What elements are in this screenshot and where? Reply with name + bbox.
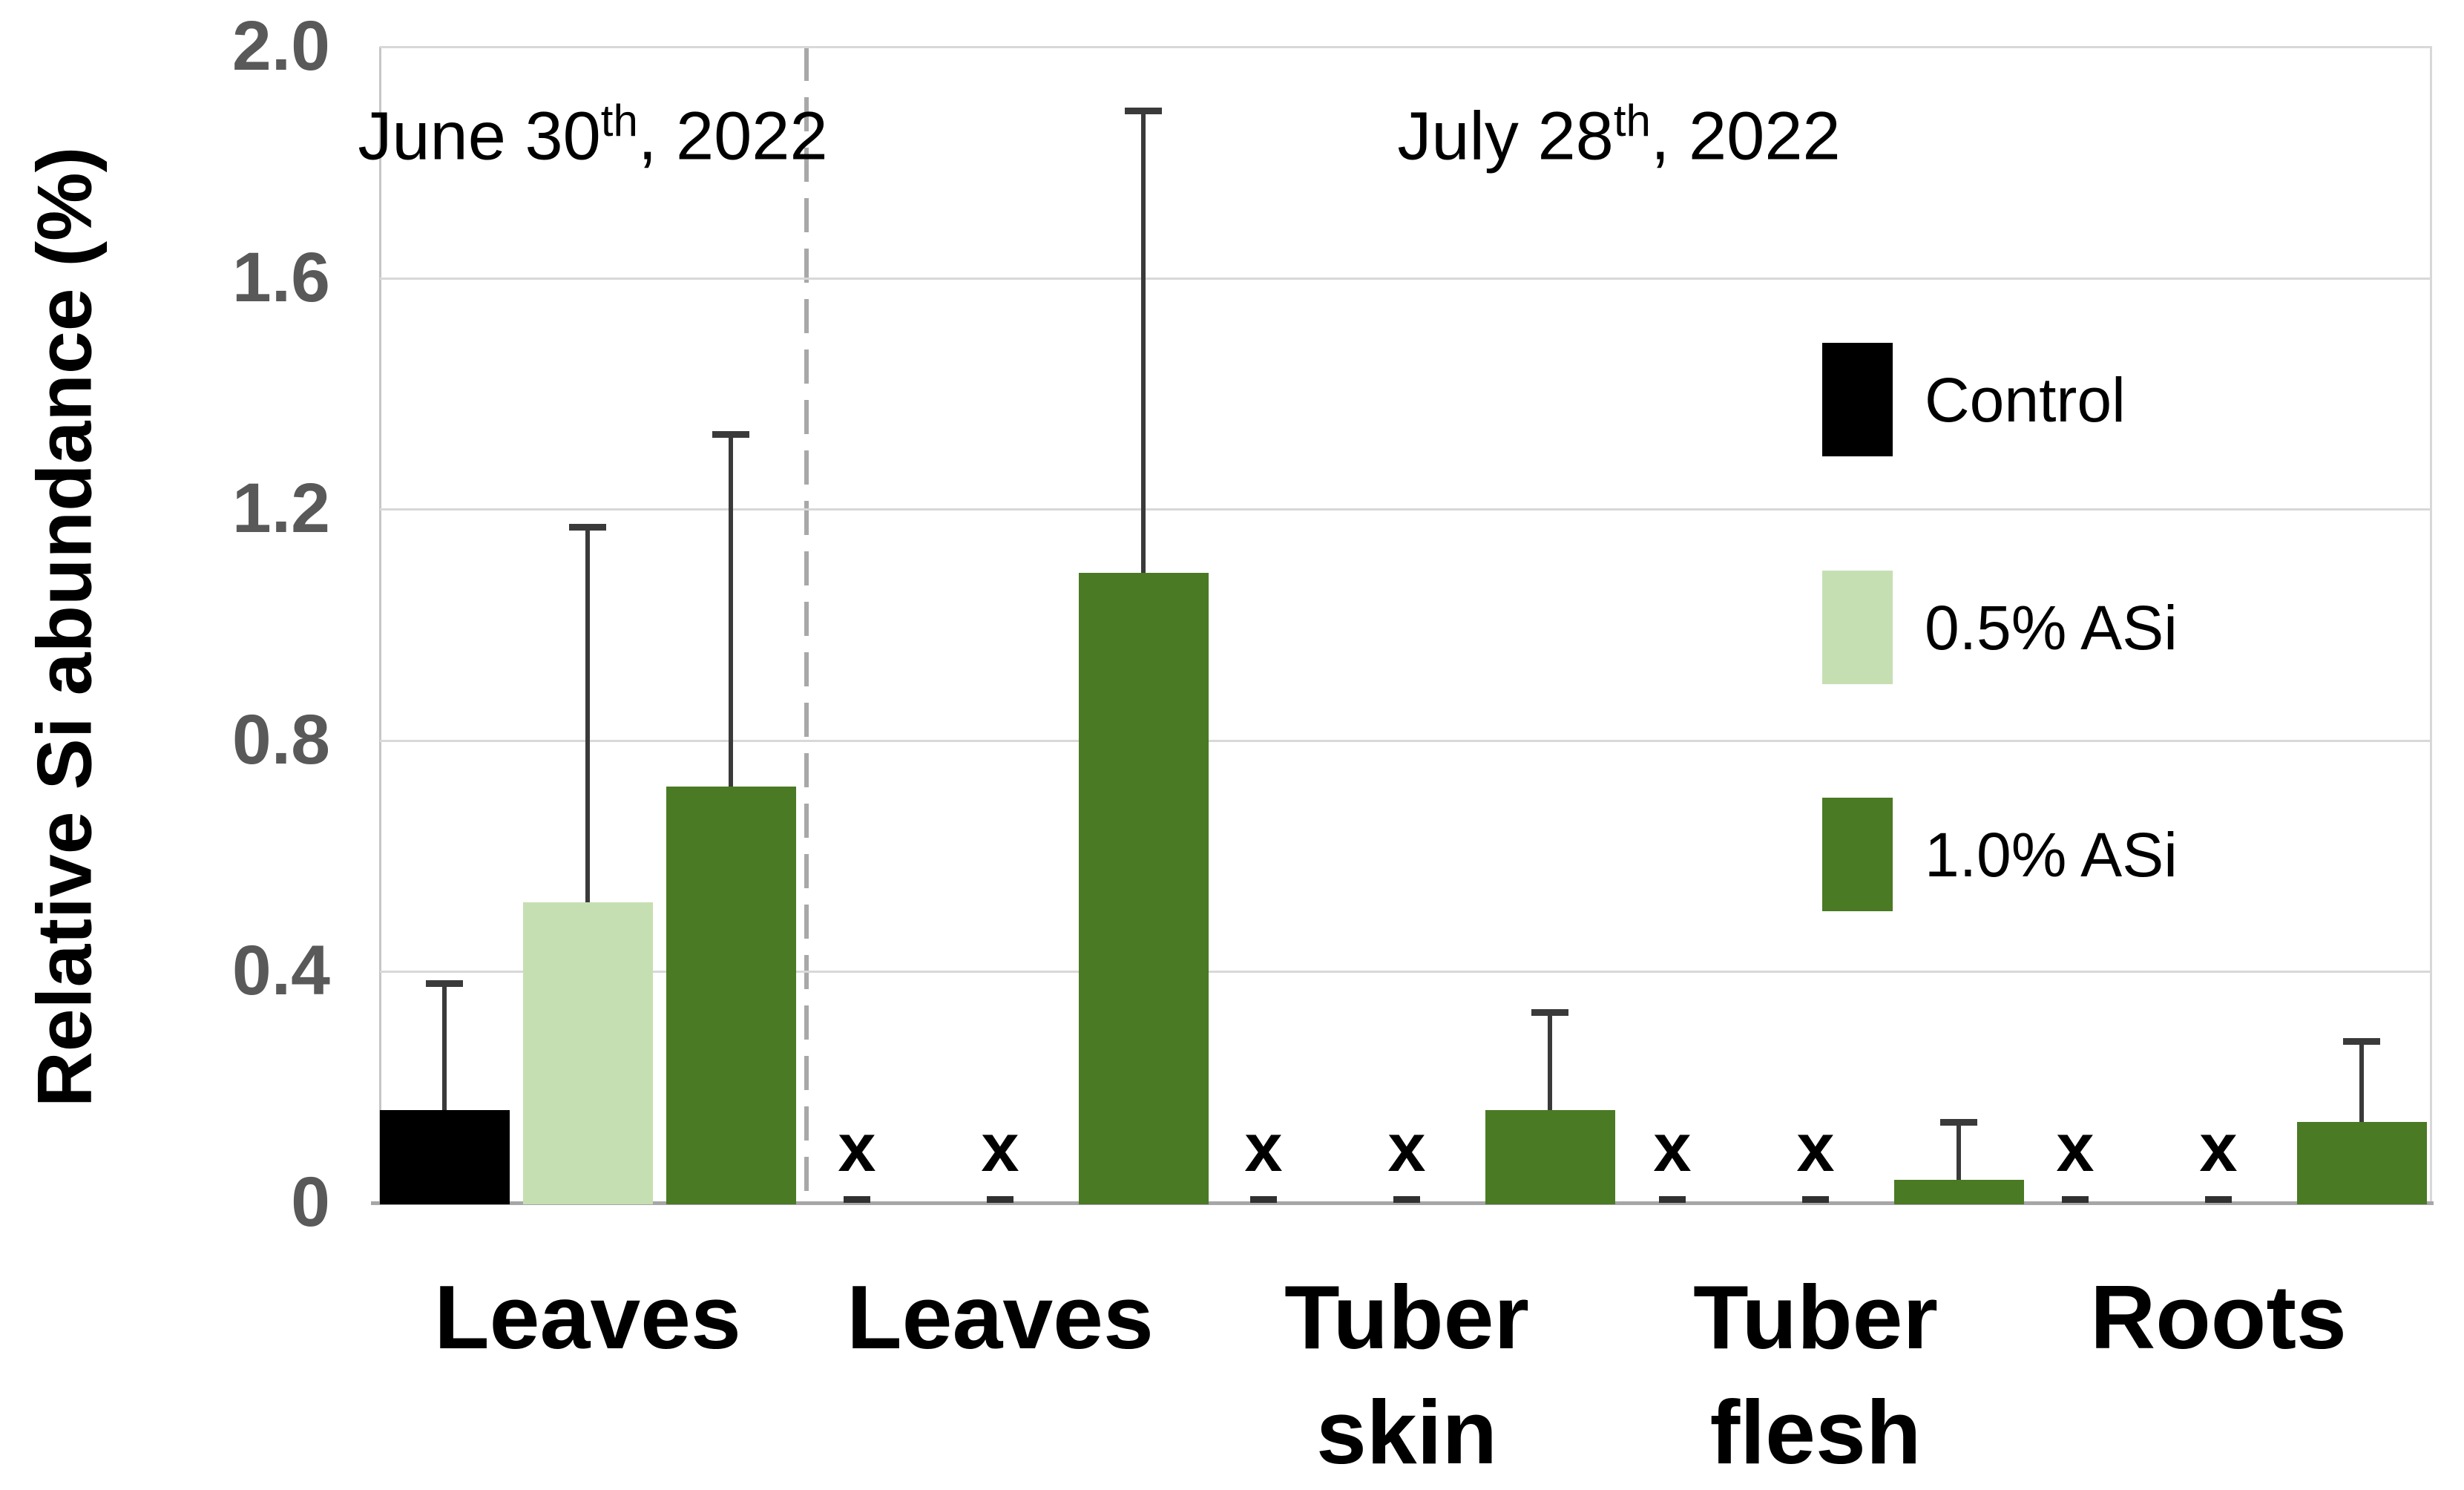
panel-title-july: July 28th, 2022 xyxy=(1397,96,1841,174)
bar-1-0-asi xyxy=(1893,1179,2024,1204)
not-detected-marker: x xyxy=(1244,1110,1283,1186)
category-label: Leaves xyxy=(434,1267,741,1368)
not-detected-marker: x xyxy=(1387,1110,1426,1186)
gridline xyxy=(380,277,2432,280)
y-tick-label: 0 xyxy=(291,1163,330,1241)
error-bar-cap xyxy=(1125,107,1162,114)
bar-1-0-asi xyxy=(666,787,796,1204)
not-detected-marker: x xyxy=(1796,1110,1835,1186)
y-axis-line xyxy=(379,47,381,1203)
y-tick-label: 0.4 xyxy=(231,931,330,1011)
error-bar-line xyxy=(729,433,733,787)
legend-swatch-0-5-asi xyxy=(1822,571,1893,684)
panel-title-june: June 30th, 2022 xyxy=(358,96,828,174)
y-axis-title: Relative Si abundance (%) xyxy=(22,146,108,1108)
bar-1-0-asi xyxy=(2296,1121,2427,1204)
near-zero-bar-stub xyxy=(1802,1196,1829,1203)
error-bar-cap xyxy=(569,523,606,531)
bar-1-0-asi xyxy=(1485,1110,1615,1204)
near-zero-bar-stub xyxy=(1659,1196,1686,1203)
category-label: Leaves xyxy=(847,1267,1154,1368)
plot-top-border xyxy=(380,46,2432,48)
x-axis-line xyxy=(371,1201,2434,1205)
gridline xyxy=(380,508,2432,511)
near-zero-bar-stub xyxy=(1393,1196,1420,1203)
near-zero-bar-stub xyxy=(987,1196,1013,1203)
y-tick-label: 1.2 xyxy=(231,469,330,548)
near-zero-bar-stub xyxy=(2062,1196,2089,1203)
not-detected-marker: x xyxy=(838,1110,876,1186)
near-zero-bar-stub xyxy=(2205,1196,2232,1203)
error-bar-cap xyxy=(1531,1008,1568,1016)
legend-label: Control xyxy=(1925,365,2126,435)
gridline xyxy=(380,971,2432,974)
not-detected-marker: x xyxy=(2056,1110,2095,1186)
bar-1-0-asi xyxy=(1078,572,1209,1204)
legend-swatch-1-0-asi xyxy=(1822,798,1893,911)
error-bar-line xyxy=(1957,1121,1961,1180)
category-label: Tuber flesh xyxy=(1693,1267,1938,1483)
bar-chart-figure: Relative Si abundance (%) June 30th, 202… xyxy=(22,7,2434,1483)
error-bar-line xyxy=(1141,110,1146,573)
bar-0-5-asi xyxy=(522,902,653,1204)
not-detected-marker: x xyxy=(2199,1110,2238,1186)
not-detected-marker: x xyxy=(981,1110,1019,1186)
category-label: Roots xyxy=(2090,1267,2347,1368)
legend-label: 1.0% ASi xyxy=(1925,820,2178,890)
legend-swatch-control xyxy=(1822,343,1893,456)
not-detected-marker: x xyxy=(1653,1110,1692,1186)
error-bar-cap xyxy=(712,430,749,438)
error-bar-line xyxy=(1548,1011,1552,1111)
legend-label: 0.5% ASi xyxy=(1925,593,2178,663)
near-zero-bar-stub xyxy=(1250,1196,1277,1203)
panel-separator-dashed-line xyxy=(804,47,809,1203)
bar-control xyxy=(379,1110,510,1204)
y-tick-label: 1.6 xyxy=(231,237,330,317)
error-bar-cap xyxy=(426,979,463,987)
error-bar-line xyxy=(442,982,447,1111)
error-bar-cap xyxy=(1940,1118,1977,1126)
error-bar-line xyxy=(585,526,590,902)
gridline xyxy=(380,739,2432,742)
error-bar-line xyxy=(2359,1040,2364,1122)
y-tick-label: 0.8 xyxy=(231,700,330,779)
category-label: Tuber skin xyxy=(1284,1267,1529,1483)
plot-right-border xyxy=(2430,47,2432,1203)
error-bar-cap xyxy=(2343,1037,2380,1045)
y-tick-label: 2.0 xyxy=(231,7,330,85)
near-zero-bar-stub xyxy=(844,1196,870,1203)
